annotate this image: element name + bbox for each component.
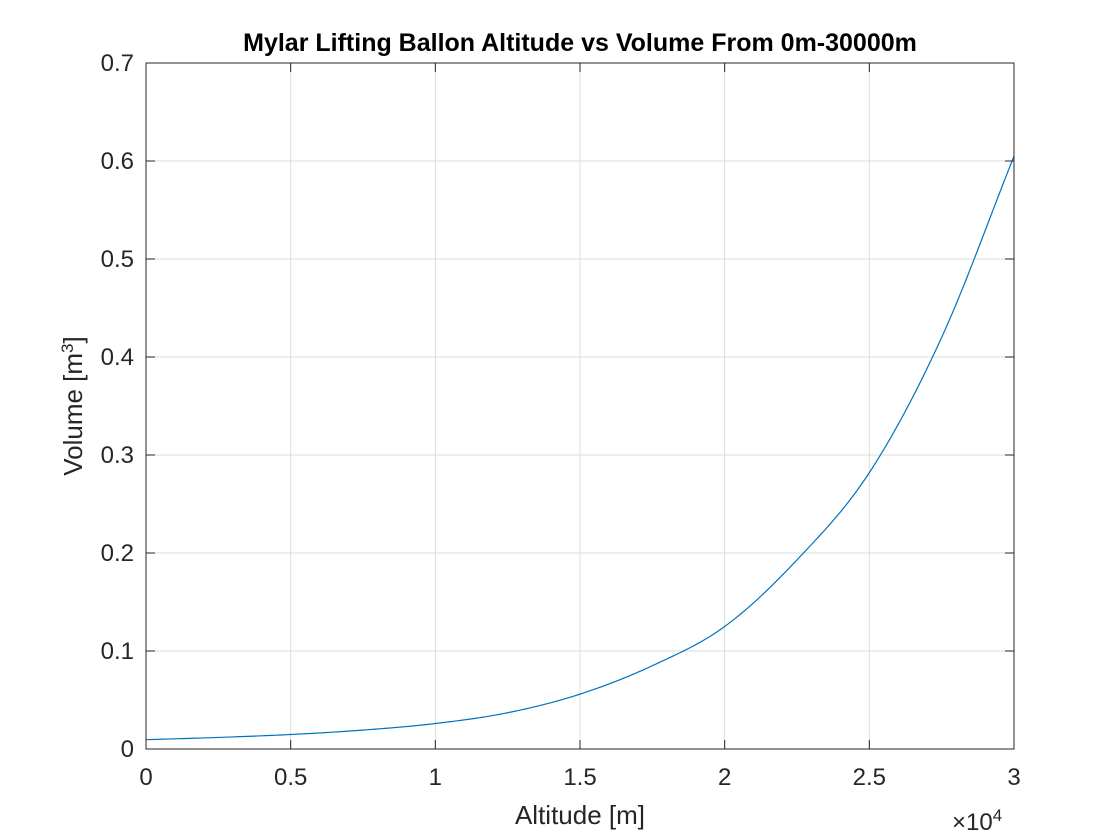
axes xyxy=(145,62,1015,750)
x-axis-exponent-base: ×10 xyxy=(952,809,993,836)
x-tick-label: 1 xyxy=(429,764,442,791)
y-tick-label: 0.5 xyxy=(101,246,134,273)
y-tick-label: 0.3 xyxy=(101,442,134,469)
x-tick-label: 2.5 xyxy=(853,764,886,791)
x-tick-label: 2 xyxy=(718,764,731,791)
y-tick-label: 0.7 xyxy=(101,50,134,77)
y-axis-label-superscript: 3 xyxy=(58,343,77,352)
tick-labels: 0 0.5 1 1.5 2 2.5 3 0 0.1 0.2 0.3 0.4 0.5 0.6 0.7 xyxy=(101,50,1021,791)
y-axis-label: Volume [m3] xyxy=(58,336,89,476)
x-tick-label: 0 xyxy=(139,764,152,791)
y-tick-label: 0 xyxy=(121,736,134,763)
x-tick-label: 0.5 xyxy=(274,764,307,791)
x-axis-label: Altitude [m] xyxy=(515,800,645,830)
x-tick-label: 3 xyxy=(1007,764,1020,791)
x-axis-exponent-power: 4 xyxy=(993,806,1002,825)
y-tick-label: 0.6 xyxy=(101,148,134,175)
y-axis-label-suffix: ] xyxy=(58,336,88,343)
y-axis-label-text: Volume [m xyxy=(58,353,88,476)
grid-lines xyxy=(146,63,1014,749)
y-tick-label: 0.2 xyxy=(101,540,134,567)
chart-title: Mylar Lifting Ballon Altitude vs Volume … xyxy=(243,29,917,57)
x-tick-label: 1.5 xyxy=(563,764,596,791)
data-series xyxy=(145,155,1015,741)
y-tick-label: 0.1 xyxy=(101,638,134,665)
x-axis-exponent: ×104 xyxy=(952,806,1002,837)
y-tick-label: 0.4 xyxy=(101,344,134,371)
series-line-0 xyxy=(145,155,1015,741)
